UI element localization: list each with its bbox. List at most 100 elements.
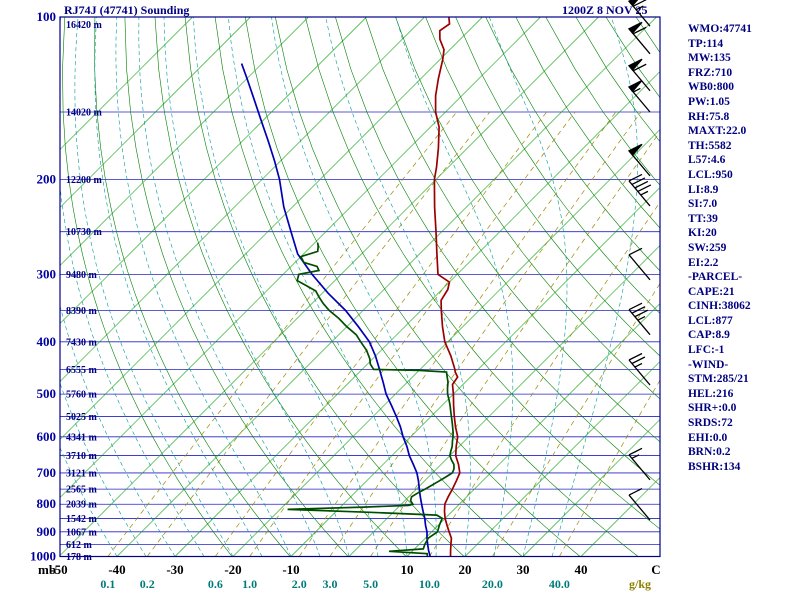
- index-line: STM:285/21: [688, 373, 749, 386]
- index-line: -WIND-: [688, 358, 729, 371]
- wind-barbs: [627, 0, 652, 521]
- celsius-unit-label: C: [651, 562, 660, 577]
- svg-text:3710 m: 3710 m: [66, 451, 98, 462]
- svg-text:7430 m: 7430 m: [66, 337, 98, 348]
- svg-text:8390 m: 8390 m: [66, 306, 98, 317]
- index-line: BSHR:134: [688, 460, 741, 473]
- svg-text:178 m: 178 m: [66, 552, 93, 563]
- svg-text:10.0: 10.0: [419, 577, 440, 591]
- svg-text:30: 30: [517, 562, 530, 577]
- svg-text:700: 700: [37, 465, 57, 480]
- svg-text:300: 300: [37, 266, 57, 281]
- svg-text:16420 m: 16420 m: [66, 20, 103, 31]
- svg-text:-10: -10: [282, 562, 299, 577]
- index-line: WMO:47741: [688, 23, 752, 35]
- svg-text:200: 200: [37, 171, 57, 186]
- index-line: KI:20: [688, 227, 717, 240]
- index-line: LI:8.9: [688, 183, 719, 196]
- svg-text:9480 m: 9480 m: [66, 270, 98, 281]
- index-line: TH:5582: [688, 139, 732, 152]
- svg-text:4341 m: 4341 m: [66, 432, 98, 443]
- svg-text:500: 500: [37, 386, 57, 401]
- svg-text:0.1: 0.1: [100, 577, 115, 591]
- index-line: HEL:216: [688, 387, 734, 400]
- index-line: SI:7.0: [688, 198, 718, 211]
- index-line: RH:75.8: [688, 110, 730, 123]
- sounding-title: RJ74J (47741) Sounding: [64, 3, 190, 17]
- index-line: MAXT:22.0: [688, 125, 747, 138]
- index-line: -PARCEL-: [688, 271, 743, 284]
- svg-text:600: 600: [37, 429, 57, 444]
- index-line: TT:39: [688, 212, 718, 225]
- index-line: EHI:0.0: [688, 431, 728, 444]
- svg-text:10730 m: 10730 m: [66, 227, 103, 238]
- index-line: BRN:0.2: [688, 446, 731, 459]
- svg-text:10: 10: [401, 562, 414, 577]
- index-line: LCL:950: [688, 168, 733, 181]
- svg-text:14020 m: 14020 m: [66, 108, 103, 119]
- svg-text:20.0: 20.0: [482, 577, 503, 591]
- svg-text:-40: -40: [108, 562, 125, 577]
- svg-text:6555 m: 6555 m: [66, 365, 98, 376]
- svg-text:5025 m: 5025 m: [66, 412, 98, 423]
- svg-text:100: 100: [37, 9, 57, 24]
- index-line: WB0:800: [688, 81, 734, 94]
- svg-text:400: 400: [37, 334, 57, 349]
- mb-unit-label: mb: [38, 562, 56, 577]
- svg-text:40: 40: [575, 562, 588, 577]
- dry-adiabat-lines: [62, 17, 660, 557]
- svg-text:900: 900: [37, 524, 57, 539]
- mixing-ratio-labels: 0.1 0.2 0.6 1.0 2.0 3.0 5.0 10.0 20.0 40.0 g/kg: [100, 577, 651, 591]
- index-line: CINH:38062: [688, 300, 751, 313]
- temperature-axis-labels: -50 -40 -30 -20 -10 10 20 30 40 mb C: [38, 562, 661, 577]
- svg-text:800: 800: [37, 496, 57, 511]
- plot-area: [60, 17, 660, 557]
- svg-text:20: 20: [459, 562, 472, 577]
- index-line: LCL:877: [688, 314, 733, 327]
- svg-text:-20: -20: [224, 562, 241, 577]
- svg-text:1542 m: 1542 m: [66, 514, 98, 525]
- svg-text:1067 m: 1067 m: [66, 527, 98, 538]
- svg-text:3121 m: 3121 m: [66, 468, 98, 479]
- index-line: SW:259: [688, 241, 727, 254]
- svg-text:612 m: 612 m: [66, 540, 93, 551]
- svg-text:-30: -30: [166, 562, 183, 577]
- index-line: L57:4.6: [688, 154, 726, 167]
- svg-text:-50: -50: [50, 562, 67, 577]
- svg-text:1000: 1000: [30, 549, 56, 564]
- svg-text:40.0: 40.0: [549, 577, 570, 591]
- index-line: TP:114: [688, 37, 724, 50]
- index-line: MW:135: [688, 52, 731, 65]
- index-line: PW:1.05: [688, 95, 730, 108]
- isotherm-lines: [60, 17, 660, 557]
- indices-panel: WMO:47741 TP:114 MW:135 FRZ:710 WB0:800 PW:1.…: [688, 22, 752, 474]
- index-line: EI:2.2: [688, 256, 719, 269]
- sounding-datetime: 1200Z 8 NOV 25: [562, 3, 648, 17]
- index-line: LFC:-1: [688, 344, 725, 357]
- index-line: FRZ:710: [688, 66, 733, 79]
- svg-text:5760 m: 5760 m: [66, 390, 98, 401]
- index-line: CAPE:21: [688, 285, 735, 298]
- svg-text:5.0: 5.0: [363, 577, 378, 591]
- dewpoint-curve: [287, 242, 455, 557]
- temperature-curve: [433, 17, 461, 557]
- pressure-gridlines: [60, 17, 660, 557]
- svg-text:12200 m: 12200 m: [66, 175, 103, 186]
- parcel-trace-curve: [240, 63, 432, 557]
- index-line: CAP:8.9: [688, 329, 730, 342]
- svg-text:0.6: 0.6: [208, 577, 223, 591]
- svg-text:3.0: 3.0: [322, 577, 337, 591]
- index-line: SHR+:0.0: [688, 402, 737, 415]
- height-labels: 16420 m 14020 m 12200 m 10730 m 9480 m 8390 m…: [66, 20, 103, 563]
- index-line: SRDS:72: [688, 417, 733, 430]
- svg-text:0.2: 0.2: [140, 577, 155, 591]
- svg-text:1.0: 1.0: [242, 577, 257, 591]
- pressure-axis-labels: 100 200 300 400 500 600 700 800 900 1000: [30, 9, 56, 564]
- svg-text:2565 m: 2565 m: [66, 485, 98, 496]
- moist-adiabat-lines: [60, 17, 638, 557]
- plot-border: [59, 16, 661, 558]
- gkg-unit-label: g/kg: [629, 577, 651, 591]
- svg-text:2.0: 2.0: [292, 577, 307, 591]
